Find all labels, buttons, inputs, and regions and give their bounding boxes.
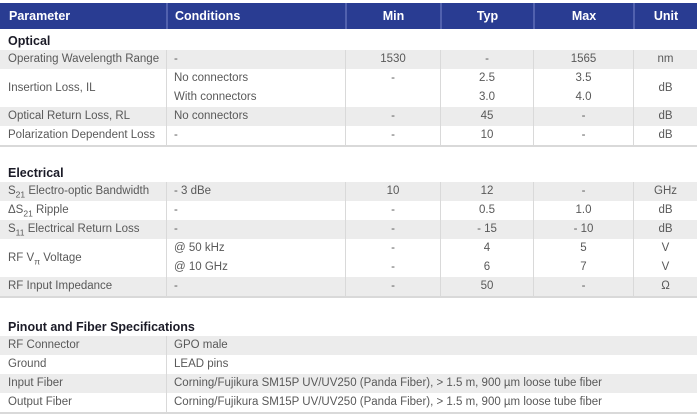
- cell-conditions: @ 50 kHz @ 10 GHz: [166, 239, 345, 277]
- cell-parameter: Operating Wavelength Range: [8, 53, 160, 65]
- cell-max: 1.0: [533, 201, 633, 220]
- table-row: S11 Electrical Return Loss - - - 15- 10 dB: [0, 220, 697, 239]
- cell-value: Corning/Fujikura SM15P UV/UV250 (Panda F…: [166, 393, 697, 412]
- cell-conditions: No connectors: [166, 107, 345, 126]
- table-row: Input Fiber Corning/Fujikura SM15P UV/UV2…: [0, 374, 697, 393]
- table-row: RF Input Impedance - -50- Ω: [0, 277, 697, 296]
- cell-max: 1565: [533, 50, 633, 69]
- table-row: Optical Return Loss, RL No connectors -45-…: [0, 107, 697, 126]
- cell-parameter: Insertion Loss, IL: [8, 81, 96, 94]
- table-row: Output Fiber Corning/Fujikura SM15P UV/UV…: [0, 393, 697, 412]
- cell-typ: 0.5: [440, 201, 533, 220]
- cell-unit: GHz: [633, 182, 697, 201]
- cell-parameter: Input Fiber: [8, 377, 63, 389]
- table-row: RF Vπ Voltage @ 50 kHz @ 10 GHz - -4 6 5 7 V V: [0, 239, 697, 277]
- cell-max: - 10: [533, 220, 633, 239]
- cell-min: -: [345, 277, 440, 296]
- table-row: S21 Electro-optic Bandwidth - 3 dBe 10 12- G…: [0, 182, 697, 201]
- table-row: Insertion Loss, IL No connectors With conn…: [0, 69, 697, 107]
- table-header: Parameter Conditions Min Typ Max Unit: [0, 3, 697, 29]
- cell-min: 1530: [345, 50, 440, 69]
- column-header-min: Min: [345, 3, 440, 29]
- cell-min: -: [345, 220, 440, 239]
- section-optical: Optical Operating Wavelength Range -1530-…: [0, 34, 697, 147]
- section-title: Electrical: [8, 166, 64, 180]
- cell-unit: Ω: [633, 277, 697, 296]
- cell-typ: 50: [440, 277, 533, 296]
- cell-parameter: RF Connector: [8, 339, 80, 351]
- cell-typ: 2.5 3.0: [440, 69, 533, 107]
- column-header-typ: Typ: [440, 3, 533, 29]
- column-header-conditions: Conditions: [166, 3, 345, 29]
- column-header-unit: Unit: [633, 3, 697, 29]
- cell-max: 3.5 4.0: [533, 69, 633, 107]
- cell-typ: 45: [440, 107, 533, 126]
- cell-min: -: [345, 107, 440, 126]
- cell-value: Corning/Fujikura SM15P UV/UV250 (Panda F…: [166, 374, 697, 393]
- cell-parameter: ΔS21 Ripple: [8, 204, 69, 219]
- section-pinout-fiber: Pinout and Fiber Specifications RF Conne…: [0, 320, 697, 414]
- cell-unit: dB: [633, 126, 697, 145]
- cell-unit: nm: [633, 50, 697, 69]
- section-rows: Operating Wavelength Range -1530-1565 nm In…: [0, 50, 697, 147]
- cell-unit: dB: [633, 220, 697, 239]
- cell-min: -: [345, 201, 440, 220]
- table-row: Polarization Dependent Loss - -10- dB: [0, 126, 697, 145]
- cell-conditions: No connectors With connectors: [166, 69, 345, 107]
- section-rows: RF Connector GPO male Ground LEAD pins Input…: [0, 336, 697, 414]
- cell-max: -: [533, 126, 633, 145]
- table-row: ΔS21 Ripple - -0.5 1.0 dB: [0, 201, 697, 220]
- cell-parameter: Output Fiber: [8, 396, 72, 408]
- section-electrical: Electrical S21 Electro-optic Bandwidth - …: [0, 166, 697, 298]
- cell-conditions: -: [166, 50, 345, 69]
- cell-conditions: -: [166, 220, 345, 239]
- table-row: RF Connector GPO male: [0, 336, 697, 355]
- cell-typ: 12: [440, 182, 533, 201]
- cell-min: -: [345, 69, 440, 107]
- cell-typ: - 15: [440, 220, 533, 239]
- cell-max: -: [533, 182, 633, 201]
- column-header-parameter: Parameter: [9, 9, 71, 23]
- cell-parameter: Optical Return Loss, RL: [8, 110, 131, 122]
- cell-parameter: Polarization Dependent Loss: [8, 129, 156, 141]
- cell-unit: dB: [633, 201, 697, 220]
- cell-value: GPO male: [166, 336, 697, 355]
- section-title: Pinout and Fiber Specifications: [8, 320, 195, 334]
- cell-min: --: [345, 239, 440, 277]
- cell-typ: 10: [440, 126, 533, 145]
- cell-parameter: RF Vπ Voltage: [8, 251, 82, 266]
- cell-min: -: [345, 126, 440, 145]
- cell-parameter: S21 Electro-optic Bandwidth: [8, 185, 150, 200]
- section-title: Optical: [8, 34, 51, 48]
- cell-typ: -: [440, 50, 533, 69]
- cell-parameter: Ground: [8, 358, 47, 370]
- cell-parameter: S11 Electrical Return Loss: [8, 223, 140, 238]
- column-header-max: Max: [533, 3, 633, 29]
- cell-value: LEAD pins: [166, 355, 697, 374]
- cell-conditions: -: [166, 126, 345, 145]
- cell-conditions: -: [166, 277, 345, 296]
- cell-max: -: [533, 277, 633, 296]
- cell-unit: dB: [633, 69, 697, 107]
- section-rows: S21 Electro-optic Bandwidth - 3 dBe 10 12- G…: [0, 182, 697, 298]
- table-row: Ground LEAD pins: [0, 355, 697, 374]
- cell-conditions: - 3 dBe: [166, 182, 345, 201]
- cell-conditions: -: [166, 201, 345, 220]
- cell-unit: dB: [633, 107, 697, 126]
- cell-parameter: RF Input Impedance: [8, 280, 113, 292]
- table-row: Operating Wavelength Range -1530-1565 nm: [0, 50, 697, 69]
- cell-max: -: [533, 107, 633, 126]
- cell-min: 10: [345, 182, 440, 201]
